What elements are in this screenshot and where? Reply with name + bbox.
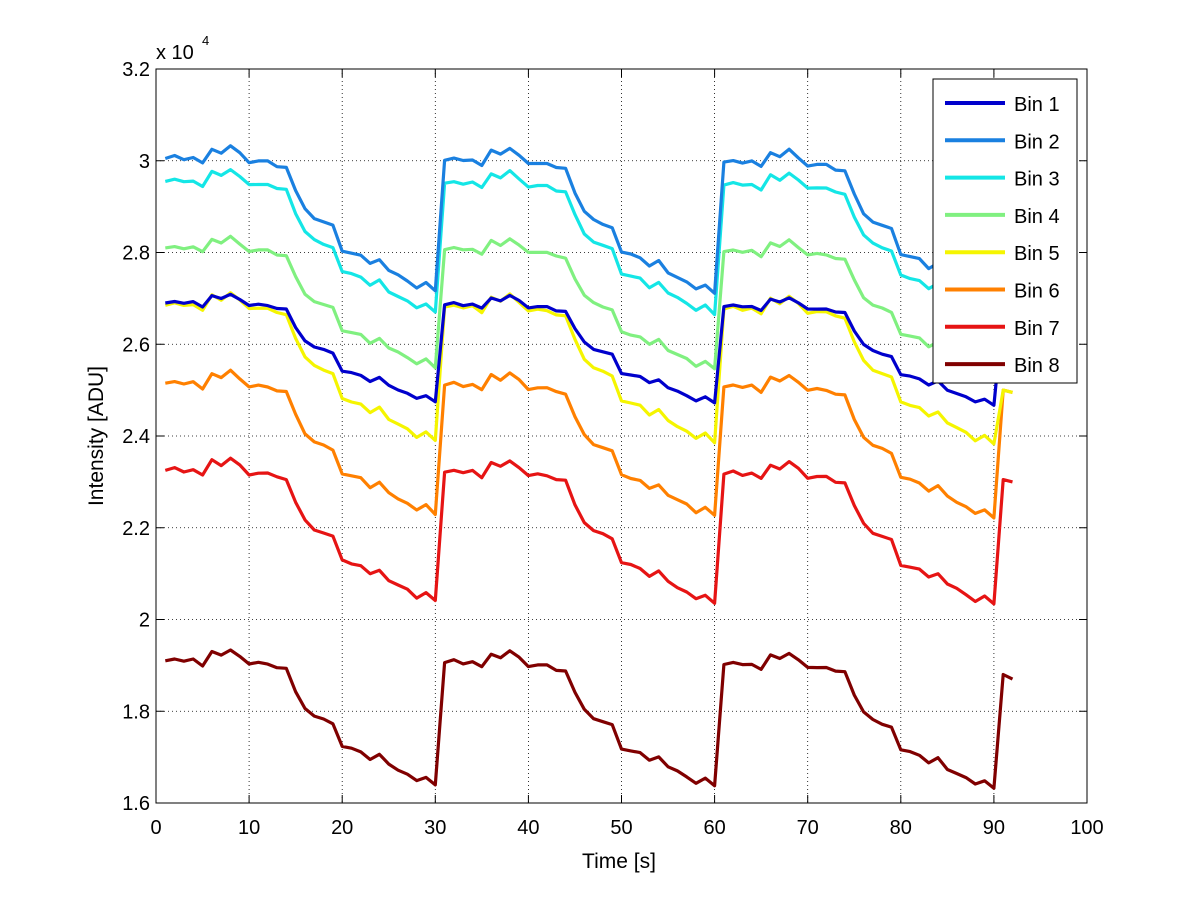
x-tick-label: 100 <box>1070 817 1103 839</box>
legend: Bin 1 Bin 2 Bin 3 Bin 4 Bin 5 Bin 6 Bin 7 Bin 8 <box>932 78 1078 384</box>
series-line-bin-8 <box>164 648 1014 790</box>
x-tick-label: 60 <box>703 817 725 839</box>
y-tick-label: 2.8 <box>122 243 150 265</box>
series-lines <box>164 144 1023 790</box>
tick-labels: 0 10 20 30 40 50 60 70 80 90 100 1.6 1.8 2 2.2 2.4 2.6 2.… <box>122 59 1104 839</box>
series-line-bin-7 <box>164 456 1013 606</box>
x-tick-label: 50 <box>610 817 632 839</box>
y-axis-multiplier: x 10 4 <box>156 33 209 64</box>
svg-text:4: 4 <box>202 33 209 48</box>
x-tick-label: 0 <box>150 817 161 839</box>
y-tick-label: 2.4 <box>122 426 150 448</box>
y-axis-label: Intensity [ADU] <box>85 366 108 506</box>
axis-ticks <box>155 68 1088 804</box>
legend-label-bin-1: Bin 1 <box>1014 94 1060 116</box>
legend-label-bin-7: Bin 7 <box>1014 318 1060 340</box>
legend-label-bin-2: Bin 2 <box>1014 131 1060 153</box>
svg-text:x 10: x 10 <box>156 42 194 64</box>
plot-area <box>156 69 1087 803</box>
x-tick-label: 70 <box>797 817 819 839</box>
x-tick-label: 10 <box>238 817 260 839</box>
x-tick-label: 80 <box>890 817 912 839</box>
x-tick-label: 30 <box>424 817 446 839</box>
y-tick-label: 2.2 <box>122 518 150 540</box>
y-tick-label: 2 <box>139 610 150 632</box>
y-tick-label: 3 <box>139 151 150 173</box>
legend-label-bin-5: Bin 5 <box>1014 243 1060 265</box>
x-tick-label: 90 <box>983 817 1005 839</box>
series-line-bin-2 <box>164 144 1023 298</box>
series-line-bin-5 <box>164 291 1013 446</box>
legend-label-bin-4: Bin 4 <box>1014 206 1060 228</box>
series-line-bin-3 <box>164 168 1023 318</box>
series-line-bin-6 <box>165 368 1013 520</box>
x-tick-label: 20 <box>331 817 353 839</box>
x-tick-label: 40 <box>517 817 539 839</box>
legend-box <box>932 78 1078 384</box>
y-tick-label: 2.6 <box>122 334 150 356</box>
y-tick-label: 3.2 <box>122 59 150 81</box>
y-tick-label: 1.8 <box>122 701 150 723</box>
series-line-bin-4 <box>165 234 1023 373</box>
series-line-bin-1 <box>165 292 1023 407</box>
legend-label-bin-6: Bin 6 <box>1014 281 1060 303</box>
legend-label-bin-8: Bin 8 <box>1014 355 1060 377</box>
legend-label-bin-3: Bin 3 <box>1014 169 1060 191</box>
y-tick-label: 1.6 <box>122 793 150 815</box>
x-axis-label: Time [s] <box>582 850 656 873</box>
